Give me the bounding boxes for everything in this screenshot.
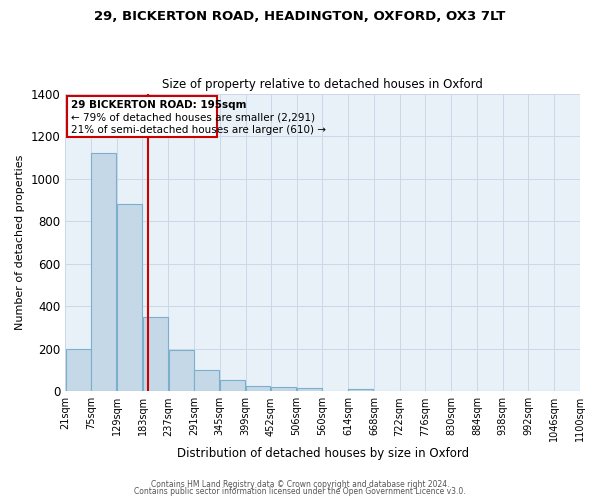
FancyBboxPatch shape — [67, 96, 217, 137]
Bar — [297, 388, 322, 392]
Text: 21% of semi-detached houses are larger (610) →: 21% of semi-detached houses are larger (… — [71, 125, 326, 135]
Text: ← 79% of detached houses are smaller (2,291): ← 79% of detached houses are smaller (2,… — [71, 112, 315, 122]
Title: Size of property relative to detached houses in Oxford: Size of property relative to detached ho… — [162, 78, 483, 91]
Y-axis label: Number of detached properties: Number of detached properties — [15, 155, 25, 330]
Bar — [143, 317, 168, 392]
Bar — [246, 386, 271, 392]
Bar — [194, 370, 220, 392]
Bar — [65, 349, 91, 392]
X-axis label: Distribution of detached houses by size in Oxford: Distribution of detached houses by size … — [176, 447, 469, 460]
Bar — [169, 350, 194, 392]
Text: 29, BICKERTON ROAD, HEADINGTON, OXFORD, OX3 7LT: 29, BICKERTON ROAD, HEADINGTON, OXFORD, … — [94, 10, 506, 23]
Text: Contains HM Land Registry data © Crown copyright and database right 2024.: Contains HM Land Registry data © Crown c… — [151, 480, 449, 489]
Bar — [220, 380, 245, 392]
Bar — [117, 204, 142, 392]
Bar — [91, 153, 116, 392]
Bar — [349, 389, 373, 392]
Text: Contains public sector information licensed under the Open Government Licence v3: Contains public sector information licen… — [134, 488, 466, 496]
Text: 29 BICKERTON ROAD: 195sqm: 29 BICKERTON ROAD: 195sqm — [71, 100, 247, 110]
Bar — [271, 387, 296, 392]
